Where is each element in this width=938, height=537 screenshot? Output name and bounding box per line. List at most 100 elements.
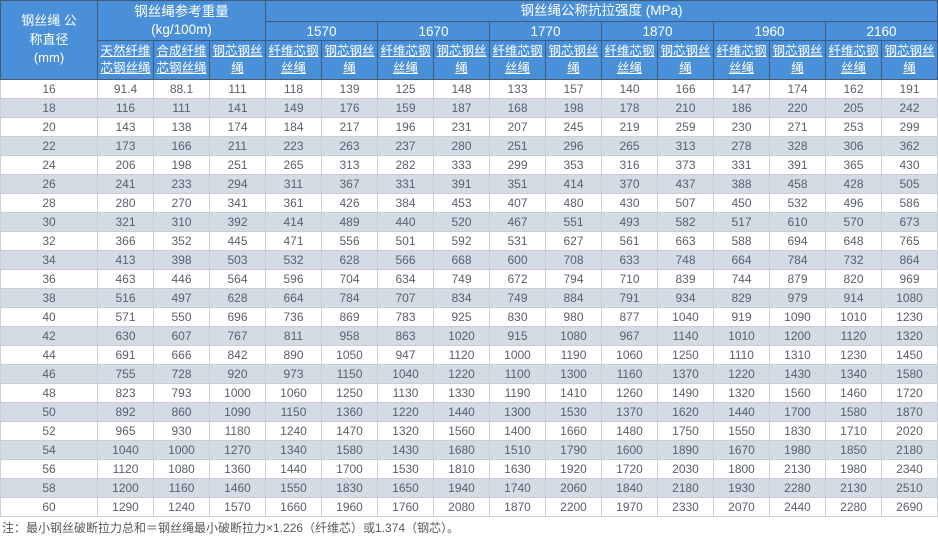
value-cell: 1720 [601,459,658,479]
core-type-subheader[interactable]: 钢芯钢丝绳 [321,40,378,80]
value-cell: 1080 [153,459,210,479]
value-cell: 1200 [97,478,154,498]
value-cell: 174 [209,117,266,137]
value-cell: 634 [377,269,434,289]
value-cell: 184 [265,117,322,137]
value-cell: 1650 [377,478,434,498]
value-cell: 365 [825,155,882,175]
value-cell: 388 [713,174,770,194]
value-cell: 1310 [769,345,826,365]
value-cell: 551 [545,212,602,232]
value-cell: 173 [97,136,154,156]
value-cell: 219 [601,117,658,137]
value-cell: 140 [601,79,658,99]
value-cell: 2130 [825,478,882,498]
value-cell: 1150 [265,402,322,422]
value-cell: 116 [97,98,154,118]
value-cell: 198 [545,98,602,118]
value-cell: 1090 [769,307,826,327]
table-row: 60 1290 1240 1570 1660 1960 1760 2080 1870 2200 19… [0,497,938,517]
value-cell: 749 [489,288,546,308]
core-type-subheader[interactable]: 钢芯钢丝绳 [881,40,938,80]
value-cell: 251 [489,136,546,156]
weight-subheader[interactable]: 天然纤维芯钢丝绳 [97,40,154,80]
value-cell: 830 [489,307,546,327]
table-row: 58 1200 1160 1460 1550 1830 1650 1940 1740 2060 18… [0,478,938,498]
value-cell: 138 [153,117,210,137]
value-cell: 532 [769,193,826,213]
value-cell: 925 [433,307,490,327]
core-type-subheader[interactable]: 钢芯钢丝绳 [433,40,490,80]
table-row: 22 173 166 211 223 263 237 280 251 296 265 313 278 32… [0,136,938,156]
weight-subheader[interactable]: 合成纤维芯钢丝绳 [153,40,210,80]
value-cell: 1080 [881,288,938,308]
core-type-subheader[interactable]: 纤维芯钢丝绳 [825,40,882,80]
value-cell: 860 [153,402,210,422]
core-type-subheader[interactable]: 纤维芯钢丝绳 [265,40,322,80]
diameter-cell: 24 [0,155,98,175]
value-cell: 187 [433,98,490,118]
value-cell: 1830 [321,478,378,498]
value-cell: 979 [769,288,826,308]
value-cell: 1360 [209,459,266,479]
value-cell: 450 [713,193,770,213]
value-cell: 1570 [209,497,266,517]
value-cell: 811 [265,326,322,346]
value-cell: 1230 [825,345,882,365]
value-cell: 610 [769,212,826,232]
table-body: 16 91.4 88.1 111 118 139 125 148 133 157 140 166 147… [0,79,938,517]
value-cell: 707 [377,288,434,308]
value-cell: 1710 [825,421,882,441]
value-cell: 914 [825,288,882,308]
table-row: 40 571 550 696 736 869 783 925 830 980 877 1040 919 1… [0,307,938,327]
value-cell: 370 [601,174,658,194]
value-cell: 207 [489,117,546,137]
value-cell: 694 [769,231,826,251]
value-cell: 1490 [657,383,714,403]
table-row: 18 116 111 141 149 176 159 187 168 198 178 210 186 22… [0,98,938,118]
core-type-subheader[interactable]: 钢芯钢丝绳 [545,40,602,80]
value-cell: 1260 [601,383,658,403]
value-cell: 428 [825,174,882,194]
value-cell: 196 [377,117,434,137]
core-type-subheader[interactable]: 钢芯钢丝绳 [657,40,714,80]
value-cell: 296 [545,136,602,156]
value-cell: 398 [153,250,210,270]
value-cell: 728 [153,364,210,384]
value-cell: 884 [545,288,602,308]
core-type-subheader[interactable]: 钢芯钢丝绳 [769,40,826,80]
core-type-subheader[interactable]: 纤维芯钢丝绳 [601,40,658,80]
value-cell: 1740 [489,478,546,498]
value-cell: 550 [153,307,210,327]
weight-subheader[interactable]: 钢芯钢丝绳 [209,40,266,80]
diameter-cell: 16 [0,79,98,99]
value-cell: 1750 [657,421,714,441]
core-type-subheader[interactable]: 纤维芯钢丝绳 [713,40,770,80]
value-cell: 582 [657,212,714,232]
value-cell: 265 [601,136,658,156]
table-row: 30 321 310 392 414 489 440 520 467 551 493 582 517 61… [0,212,938,232]
table-row: 44 691 666 842 890 1050 947 1120 1000 1190 1060 125… [0,345,938,365]
value-cell: 1300 [489,402,546,422]
value-cell: 413 [97,250,154,270]
value-cell: 1290 [97,497,154,517]
core-type-subheader[interactable]: 纤维芯钢丝绳 [377,40,434,80]
value-cell: 299 [881,117,938,137]
value-cell: 2280 [825,497,882,517]
core-type-subheader[interactable]: 纤维芯钢丝绳 [489,40,546,80]
value-cell: 588 [713,231,770,251]
value-cell: 1180 [209,421,266,441]
value-cell: 710 [601,269,658,289]
header-diameter: 钢丝绳 公 称直径 (mm) [0,0,98,80]
value-cell: 505 [881,174,938,194]
value-cell: 892 [97,402,154,422]
value-cell: 313 [321,155,378,175]
value-cell: 166 [153,136,210,156]
value-cell: 1220 [377,402,434,422]
value-cell: 2130 [769,459,826,479]
table-row: 36 463 446 564 596 704 634 749 672 794 710 839 744 87… [0,269,938,289]
table-row: 26 241 233 294 311 367 331 391 351 414 370 437 388 45… [0,174,938,194]
value-cell: 1410 [545,383,602,403]
value-cell: 664 [265,288,322,308]
value-cell: 503 [209,250,266,270]
